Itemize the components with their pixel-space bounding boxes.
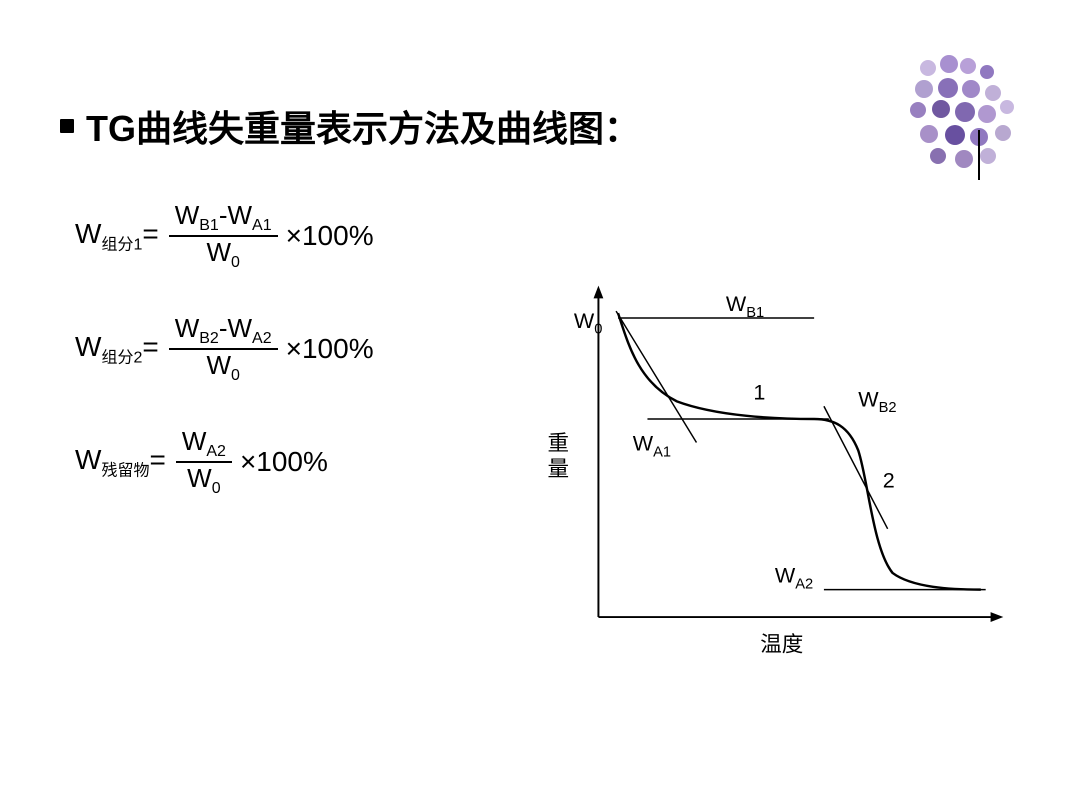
denominator: W0 [200,350,245,385]
denominator: W0 [181,463,226,498]
deco-dot [985,85,1001,101]
corner-decoration [900,50,1020,180]
deco-dot [920,125,938,143]
deco-dot [960,58,976,74]
numerator: WB2-WA2 [169,313,278,348]
deco-dot [980,148,996,164]
label-stage2: 2 [883,468,895,493]
formula-lhs: W组分2= [75,331,159,368]
formula-lhs: W组分1= [75,218,159,255]
fraction: WA2 W0 [176,426,232,499]
deco-dot [938,78,958,98]
deco-dot [962,80,980,98]
formula-1: W组分1= WB1-WA1 W0 ×100% [75,200,495,273]
var: W [75,218,101,249]
tg-curve [618,313,981,589]
deco-dot [930,148,946,164]
page-title: TG曲线失重量表示方法及曲线图： [86,100,640,152]
fraction: WB1-WA1 W0 [169,200,278,273]
label-wb1: WB1 [726,291,764,321]
sub: 组分1 [101,237,142,254]
x-arrow-icon [991,612,1004,622]
tangent-1 [616,311,696,442]
deco-dot [980,65,994,79]
deco-dot [915,80,933,98]
numerator: WA2 [176,426,232,461]
formula-block: W组分1= WB1-WA1 W0 ×100% W组分2= WB2-WA2 W0 … [75,200,495,538]
deco-dot [945,125,965,145]
title-row: TG曲线失重量表示方法及曲线图： [60,100,640,152]
deco-dot [940,55,958,73]
formula-lhs: W残留物= [75,444,166,481]
denominator: W0 [200,237,245,272]
bullet-icon [60,119,74,133]
numerator: WB1-WA1 [169,200,278,235]
vertical-divider [978,130,980,180]
deco-dot [910,102,926,118]
deco-dot [955,150,973,168]
deco-dot [920,60,936,76]
deco-dot [995,125,1011,141]
label-wa1: WA1 [633,430,671,460]
tail: ×100% [286,333,374,365]
chart-svg: W0 WB1 WA1 WB2 WA2 1 2 重量 温度 [520,260,1020,680]
deco-dot [978,105,996,123]
x-axis-label: 温度 [760,631,803,656]
deco-dot [1000,100,1014,114]
tail: ×100% [240,446,328,478]
deco-dot [955,102,975,122]
label-stage1: 1 [753,379,765,404]
deco-dot [932,100,950,118]
tg-curve-chart: W0 WB1 WA1 WB2 WA2 1 2 重量 温度 [520,260,1020,680]
tangent-2 [824,406,888,529]
tail: ×100% [286,220,374,252]
formula-3: W残留物= WA2 W0 ×100% [75,426,495,499]
fraction: WB2-WA2 W0 [169,313,278,386]
y-axis-label: 重量 [547,430,569,480]
label-wb2: WB2 [858,386,896,416]
label-wa2: WA2 [775,563,813,593]
formula-2: W组分2= WB2-WA2 W0 ×100% [75,313,495,386]
y-arrow-icon [594,286,604,299]
